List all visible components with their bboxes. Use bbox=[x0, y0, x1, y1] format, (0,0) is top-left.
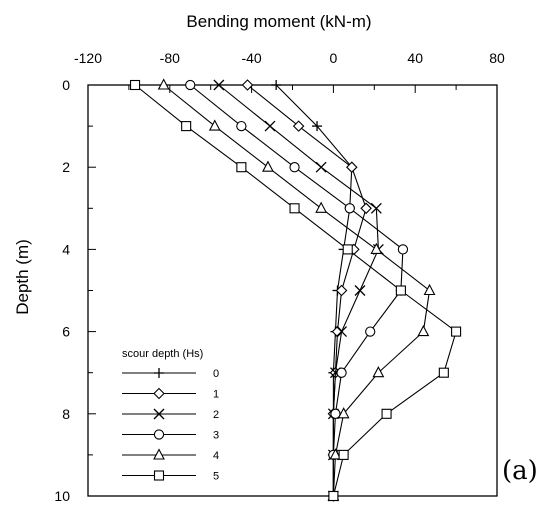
legend-label: 5 bbox=[213, 471, 219, 483]
x-tick-label: 40 bbox=[407, 50, 423, 66]
x-tick-label: -120 bbox=[74, 50, 102, 66]
marker-triangle bbox=[370, 242, 383, 254]
y-tick-label: 2 bbox=[62, 159, 70, 175]
marker-square bbox=[342, 244, 353, 255]
x-tick-label: -40 bbox=[241, 50, 261, 66]
marker-diamond bbox=[346, 161, 358, 173]
y-tick-label: 10 bbox=[54, 488, 70, 504]
marker-square bbox=[129, 79, 141, 91]
marker-circle bbox=[330, 408, 341, 419]
series-5 bbox=[129, 79, 462, 502]
marker-triangle bbox=[337, 407, 350, 419]
series-line bbox=[163, 84, 431, 497]
marker-plus bbox=[312, 121, 323, 132]
legend-label: 3 bbox=[213, 430, 219, 442]
marker-triangle bbox=[153, 448, 165, 460]
marker-square bbox=[338, 449, 349, 460]
marker-cross bbox=[213, 79, 225, 91]
marker-cross bbox=[315, 161, 327, 173]
marker-cross bbox=[370, 202, 382, 214]
x-tick-label: -80 bbox=[160, 50, 180, 66]
marker-diamond bbox=[292, 120, 305, 132]
legend-label: 1 bbox=[213, 389, 219, 401]
marker-triangle bbox=[262, 160, 274, 172]
marker-circle bbox=[344, 203, 355, 214]
series-line bbox=[189, 84, 404, 496]
marker-plus bbox=[271, 80, 282, 90]
marker-circle bbox=[236, 120, 247, 132]
marker-square bbox=[328, 490, 339, 502]
marker-plus bbox=[154, 368, 164, 378]
marker-circle bbox=[185, 79, 196, 91]
marker-square bbox=[438, 367, 449, 378]
marker-circle bbox=[365, 326, 376, 337]
marker-circle bbox=[289, 162, 300, 173]
marker-cross bbox=[264, 120, 276, 132]
y-tick-label: 0 bbox=[62, 77, 70, 93]
y-tick-label: 4 bbox=[62, 241, 70, 257]
marker-cross bbox=[354, 285, 366, 296]
series-line bbox=[218, 84, 379, 496]
marker-cross bbox=[336, 326, 348, 338]
marker-circle bbox=[336, 367, 347, 378]
marker-diamond bbox=[241, 79, 254, 91]
legend-item: 4 bbox=[122, 448, 219, 462]
legend-item: 3 bbox=[122, 429, 219, 442]
x-tick-label: 0 bbox=[330, 50, 338, 66]
marker-square bbox=[381, 408, 392, 419]
marker-circle bbox=[397, 244, 409, 255]
marker-diamond bbox=[360, 202, 372, 215]
marker-triangle bbox=[423, 283, 436, 296]
marker-triangle bbox=[157, 78, 170, 90]
marker-triangle bbox=[372, 366, 385, 378]
marker-diamond bbox=[335, 284, 348, 297]
y-tick-label: 8 bbox=[62, 406, 70, 422]
marker-square bbox=[181, 121, 192, 132]
marker-triangle bbox=[208, 119, 221, 131]
y-axis-title: Depth (m) bbox=[13, 239, 32, 315]
legend-item: 1 bbox=[122, 387, 219, 401]
marker-square bbox=[451, 326, 462, 337]
marker-cross bbox=[153, 408, 165, 420]
panel-label: (a) bbox=[502, 456, 538, 486]
marker-square bbox=[395, 285, 406, 296]
legend-label: 0 bbox=[213, 368, 219, 380]
marker-triangle bbox=[417, 324, 430, 337]
x-axis-title: Bending moment (kN-m) bbox=[186, 12, 371, 31]
x-tick-label: 80 bbox=[489, 50, 505, 66]
legend-item: 2 bbox=[122, 408, 219, 421]
y-tick-label: 6 bbox=[62, 324, 70, 340]
legend-label: 2 bbox=[213, 409, 219, 421]
legend-item: 0 bbox=[122, 368, 219, 380]
marker-square bbox=[153, 470, 165, 481]
series-line bbox=[247, 84, 367, 496]
marker-diamond bbox=[153, 387, 165, 400]
marker-triangle bbox=[315, 201, 328, 213]
marker-triangle bbox=[329, 448, 342, 460]
marker-circle bbox=[153, 429, 165, 440]
marker-square bbox=[289, 203, 300, 214]
legend-label: 4 bbox=[213, 450, 219, 462]
legend-item: 5 bbox=[122, 470, 219, 483]
legend-title: scour depth (Hs) bbox=[122, 348, 203, 360]
series-1 bbox=[241, 79, 372, 502]
marker-square bbox=[236, 162, 247, 173]
series-4 bbox=[157, 78, 436, 501]
series-2 bbox=[213, 79, 384, 502]
